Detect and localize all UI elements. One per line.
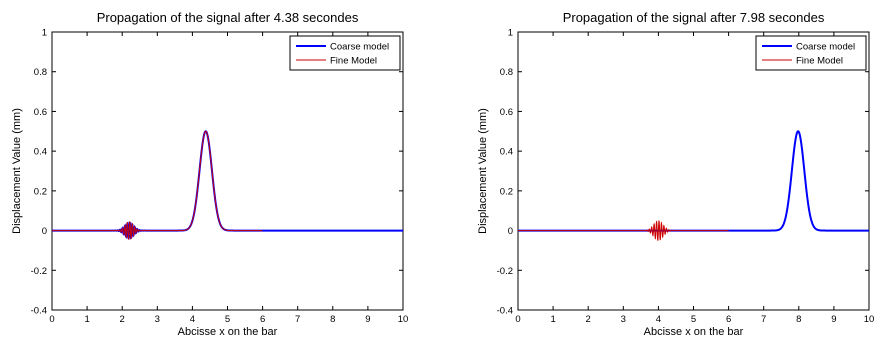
x-tick-label: 4 bbox=[190, 314, 195, 325]
y-tick-label: -0.2 bbox=[31, 266, 47, 277]
x-tick-label: 5 bbox=[225, 314, 230, 325]
y-tick-label: 0.4 bbox=[34, 147, 47, 158]
x-tick-label: 3 bbox=[155, 314, 160, 325]
y-tick-label: 0.2 bbox=[34, 186, 47, 197]
x-tick-label: 9 bbox=[365, 314, 370, 325]
x-tick-label: 1 bbox=[550, 314, 555, 325]
x-tick-label: 8 bbox=[796, 314, 801, 325]
plot-area bbox=[517, 31, 870, 311]
y-axis-label: Displacement Value (mm) bbox=[477, 108, 489, 234]
chart-title: Propagation of the signal after 4.38 sec… bbox=[97, 10, 359, 25]
y-tick-label: -0.2 bbox=[497, 266, 513, 277]
x-tick-label: 6 bbox=[726, 314, 731, 325]
chart-2: Propagation of the signal after 7.98 sec… bbox=[477, 10, 874, 338]
x-tick-label: 7 bbox=[295, 314, 300, 325]
y-tick-label: 0.6 bbox=[34, 107, 47, 118]
y-tick-label: 1 bbox=[508, 28, 513, 39]
y-tick-label: 0.8 bbox=[500, 67, 513, 78]
x-tick-label: 7 bbox=[761, 314, 766, 325]
x-tick-label: 8 bbox=[330, 314, 335, 325]
x-tick-label: 10 bbox=[864, 314, 875, 325]
x-tick-label: 2 bbox=[120, 314, 125, 325]
x-axis-label: Abcisse x on the bar bbox=[644, 326, 744, 338]
legend-label: Fine Model bbox=[330, 56, 377, 67]
y-tick-label: -0.4 bbox=[31, 306, 47, 317]
y-tick-label: 0.6 bbox=[500, 107, 513, 118]
legend-label: Coarse model bbox=[330, 42, 389, 53]
x-axis-label: Abcisse x on the bar bbox=[178, 326, 278, 338]
legend-label: Fine Model bbox=[796, 56, 843, 67]
x-tick-label: 10 bbox=[398, 314, 409, 325]
x-tick-label: 1 bbox=[84, 314, 89, 325]
y-axis-label: Displacement Value (mm) bbox=[11, 108, 23, 234]
x-tick-label: 0 bbox=[515, 314, 520, 325]
plot-area bbox=[51, 31, 404, 311]
x-tick-label: 0 bbox=[49, 314, 54, 325]
chart-title: Propagation of the signal after 7.98 sec… bbox=[563, 10, 825, 25]
x-tick-label: 9 bbox=[831, 314, 836, 325]
y-tick-label: 0.8 bbox=[34, 67, 47, 78]
y-tick-label: -0.4 bbox=[497, 306, 513, 317]
chart-1: Propagation of the signal after 4.38 sec… bbox=[11, 10, 408, 338]
y-tick-label: 0 bbox=[42, 226, 47, 237]
y-tick-label: 0.2 bbox=[500, 186, 513, 197]
x-tick-label: 3 bbox=[621, 314, 626, 325]
legend-box bbox=[755, 35, 867, 71]
series-line-fine-model bbox=[518, 220, 729, 241]
y-tick-label: 0 bbox=[508, 226, 513, 237]
legend-label: Coarse model bbox=[796, 42, 855, 53]
series-line-fine-model bbox=[52, 130, 263, 240]
x-tick-label: 6 bbox=[260, 314, 265, 325]
x-tick-label: 5 bbox=[691, 314, 696, 325]
x-tick-label: 2 bbox=[586, 314, 591, 325]
x-tick-label: 4 bbox=[656, 314, 661, 325]
legend-box bbox=[289, 35, 401, 71]
y-tick-label: 0.4 bbox=[500, 147, 513, 158]
y-tick-label: 1 bbox=[42, 28, 47, 39]
